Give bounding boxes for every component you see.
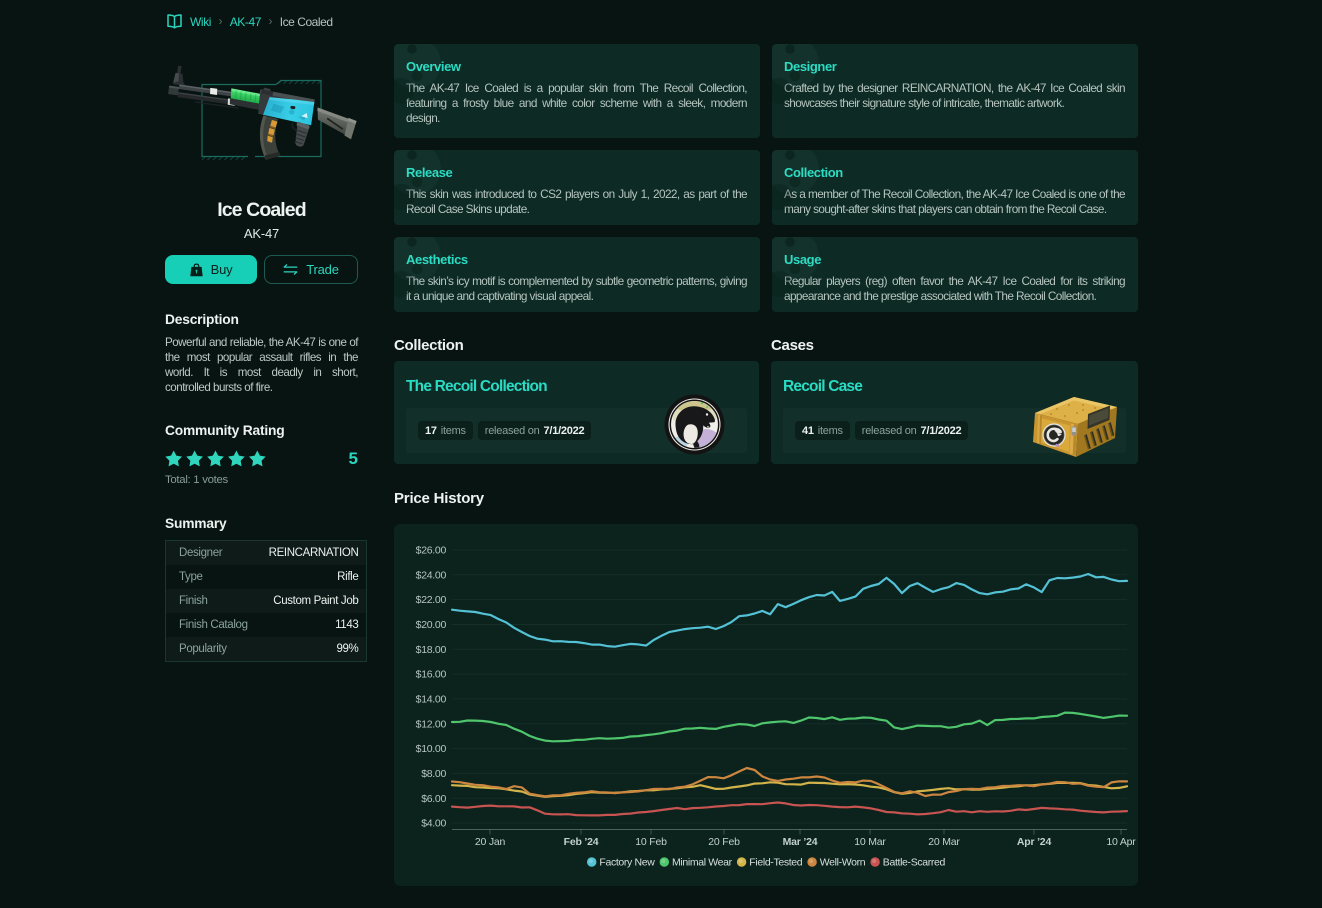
svg-text:20 Jan: 20 Jan xyxy=(475,836,506,848)
svg-text:$20.00: $20.00 xyxy=(416,619,447,631)
svg-text:10 Feb: 10 Feb xyxy=(635,836,667,848)
svg-text:Feb ’24: Feb ’24 xyxy=(564,836,599,848)
svg-text:$6.00: $6.00 xyxy=(421,793,446,805)
svg-text:10 Apr: 10 Apr xyxy=(1106,836,1136,848)
svg-text:$10.00: $10.00 xyxy=(416,743,447,755)
svg-text:$24.00: $24.00 xyxy=(416,569,447,581)
svg-text:$22.00: $22.00 xyxy=(416,594,447,606)
svg-text:Minimal Wear: Minimal Wear xyxy=(672,857,733,869)
svg-text:Apr ’24: Apr ’24 xyxy=(1017,836,1052,848)
svg-text:10 Mar: 10 Mar xyxy=(854,836,886,848)
svg-text:20 Mar: 20 Mar xyxy=(928,836,960,848)
svg-text:Battle-Scarred: Battle-Scarred xyxy=(883,857,946,869)
svg-text:Factory New: Factory New xyxy=(599,857,655,869)
svg-text:Field-Tested: Field-Tested xyxy=(749,857,803,869)
svg-text:$12.00: $12.00 xyxy=(416,718,447,730)
svg-text:$18.00: $18.00 xyxy=(416,644,447,656)
svg-text:Well-Worn: Well-Worn xyxy=(820,857,866,869)
svg-text:$16.00: $16.00 xyxy=(416,669,447,681)
svg-text:$4.00: $4.00 xyxy=(421,818,446,830)
svg-text:20 Feb: 20 Feb xyxy=(708,836,740,848)
svg-text:$8.00: $8.00 xyxy=(421,768,446,780)
svg-text:$14.00: $14.00 xyxy=(416,694,447,706)
svg-text:Mar ’24: Mar ’24 xyxy=(783,836,818,848)
svg-text:$26.00: $26.00 xyxy=(416,545,447,557)
